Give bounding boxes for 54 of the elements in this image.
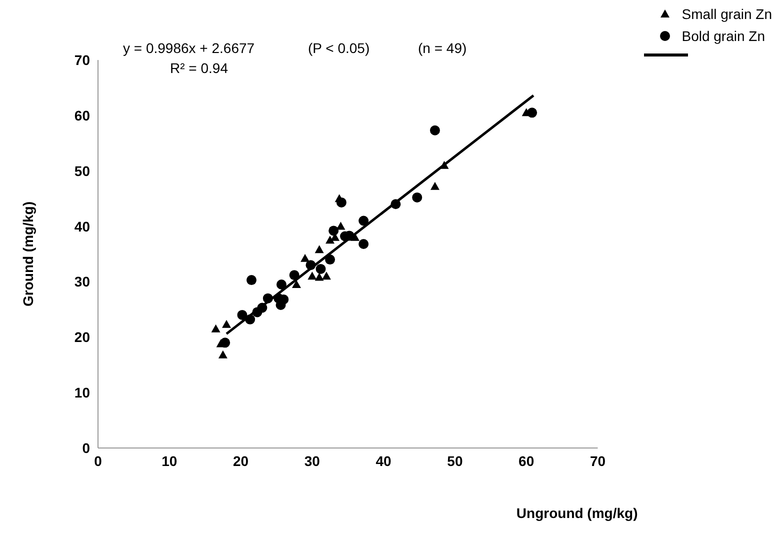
x-tick-label: 70 [590, 452, 606, 469]
point [211, 324, 220, 332]
point [412, 192, 422, 202]
point [300, 254, 310, 262]
x-tick-label: 40 [376, 452, 392, 469]
text: y = 0.9986x + 2.6677 [123, 40, 255, 56]
point [289, 270, 300, 280]
x-tick-label: 0 [94, 452, 102, 469]
point [306, 260, 316, 270]
point [220, 338, 230, 348]
legend-label: Small grain Zn [682, 6, 772, 22]
point [222, 320, 232, 328]
text: (P < 0.05) [308, 40, 370, 56]
point [358, 239, 369, 250]
y-tick-label: 20 [74, 329, 90, 346]
point [246, 275, 256, 286]
x-tick-label: 10 [162, 452, 178, 469]
y-tick-label: 0 [82, 440, 90, 456]
x-tick-label: 50 [447, 452, 463, 469]
point [245, 314, 256, 324]
point [358, 216, 369, 226]
legend-label: Bold grain Zn [682, 28, 766, 44]
y-tick-label: 70 [74, 52, 90, 68]
point [218, 350, 228, 358]
text: (n = 49) [418, 40, 467, 56]
point [440, 160, 449, 169]
y-tick-label: 40 [74, 218, 90, 234]
point [292, 280, 301, 288]
x-tick-label: 20 [232, 452, 249, 469]
point [325, 254, 336, 265]
x-tick-label: 30 [304, 452, 320, 469]
point [276, 279, 286, 290]
point [336, 197, 346, 208]
point [322, 272, 331, 280]
point [308, 272, 317, 280]
point [314, 245, 324, 254]
x-tick-label: 60 [518, 452, 534, 469]
point [262, 293, 273, 304]
point [430, 125, 440, 136]
point [328, 226, 339, 236]
annotation: R² = 0.94 [170, 60, 228, 76]
point [390, 199, 401, 210]
y-tick-label: 60 [74, 107, 90, 124]
point [430, 182, 440, 190]
y-tick-label: 10 [74, 384, 90, 401]
y-tick-label: 30 [74, 274, 90, 290]
point [527, 108, 538, 118]
point [316, 264, 326, 274]
y-tick-label: 50 [74, 162, 90, 179]
point [237, 310, 248, 320]
y-axis-title: Ground (mg/kg) [20, 202, 36, 306]
point [257, 302, 268, 313]
x-axis-title: Unground (mg/kg) [516, 505, 638, 521]
point [314, 272, 324, 281]
